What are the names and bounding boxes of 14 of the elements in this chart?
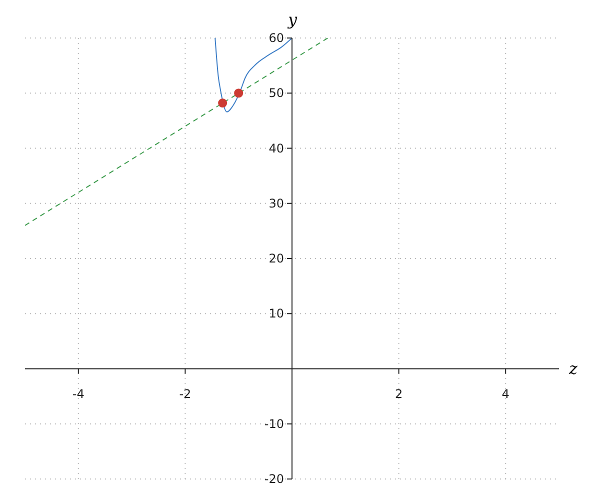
y-tick-label: 50	[268, 86, 284, 100]
y-tick-label: 60	[268, 31, 284, 45]
y-tick-label: 10	[268, 306, 284, 321]
x-tick-label: 4	[502, 386, 510, 401]
y-tick-label: -20	[264, 472, 284, 486]
x-axis-title: z	[569, 358, 578, 378]
x-tick-label: -4	[72, 386, 84, 401]
x-tick-label: -2	[179, 386, 192, 401]
y-tick-label: 30	[268, 196, 284, 210]
y-axis-title: y	[288, 10, 298, 29]
y-tick-label: 20	[268, 252, 284, 266]
y-tick-label: 40	[268, 141, 284, 156]
x-tick-label: 2	[394, 386, 403, 401]
y-tick-label: -10	[264, 416, 284, 431]
